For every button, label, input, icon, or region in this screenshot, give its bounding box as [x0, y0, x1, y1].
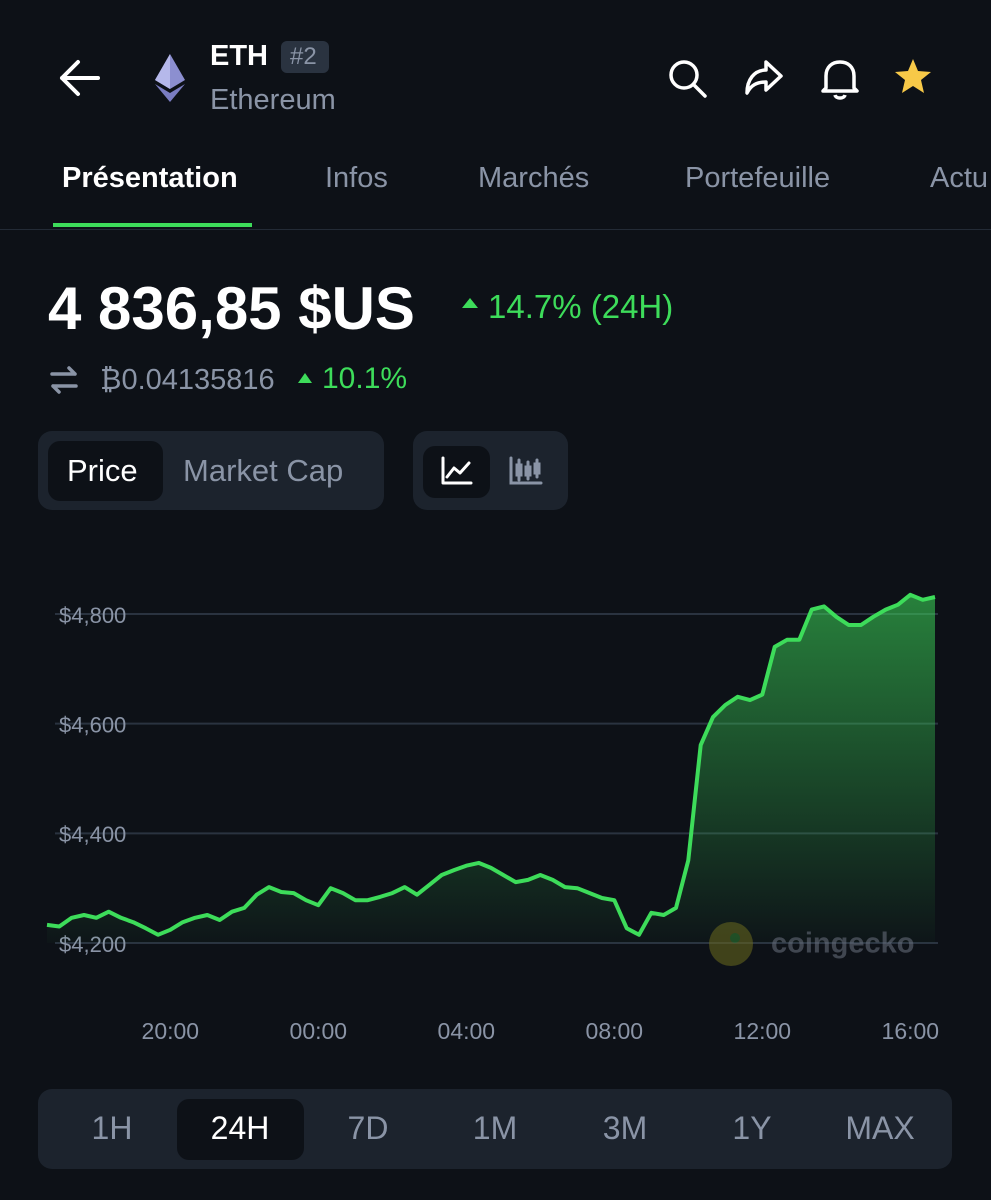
back-button[interactable]	[60, 60, 100, 96]
watermark: coingecko	[709, 922, 914, 966]
price: 4 836,85 $US	[48, 275, 415, 342]
period-option[interactable]: MAX	[845, 1110, 915, 1146]
period-option[interactable]: 7D	[347, 1110, 389, 1146]
favorite-button[interactable]	[895, 59, 931, 93]
watermark-text: coingecko	[771, 928, 914, 960]
active-tab-indicator	[53, 223, 252, 227]
toggle-option[interactable]: Market Cap	[183, 453, 344, 488]
period-option[interactable]: 1Y	[732, 1110, 772, 1146]
price-change: 14.7% (24H)	[488, 288, 674, 325]
toggle-option[interactable]: Price	[67, 453, 138, 488]
rank-badge	[281, 41, 329, 73]
period-option[interactable]: 1H	[91, 1110, 133, 1146]
y-tick-label: $4,800	[59, 603, 126, 628]
btc-change: 10.1%	[322, 362, 408, 395]
area	[47, 594, 935, 943]
watermark-logo-eye	[730, 933, 740, 943]
tab[interactable]: Portefeuille	[685, 162, 831, 194]
x-tick-label: 08:00	[586, 1018, 644, 1044]
alert-button[interactable]	[821, 60, 859, 100]
tab[interactable]: Présentation	[62, 162, 238, 194]
x-tick-label: 00:00	[290, 1018, 348, 1044]
tab[interactable]: Marchés	[478, 162, 590, 194]
active-pill	[177, 1099, 304, 1160]
up-arrow	[462, 298, 478, 308]
x-tick-label: 04:00	[438, 1018, 496, 1044]
coin-symbol: ETH	[210, 40, 268, 72]
tab[interactable]: Infos	[325, 162, 388, 194]
period-option[interactable]: 24H	[210, 1110, 270, 1146]
header-icons	[0, 41, 991, 230]
swap-icon	[50, 366, 78, 394]
y-tick-label: $4,400	[59, 822, 126, 847]
active-pill	[48, 441, 163, 501]
search-button[interactable]	[669, 60, 707, 98]
tab[interactable]: Actu	[930, 162, 989, 194]
candle-chart-button[interactable]	[508, 455, 544, 487]
line-chart-button[interactable]	[440, 455, 474, 487]
y-tick-label: $4,600	[59, 712, 126, 737]
x-tick-label: 16:00	[882, 1018, 940, 1044]
up-arrow	[298, 373, 312, 383]
period-option[interactable]: 3M	[602, 1110, 648, 1146]
period-option[interactable]: 1M	[472, 1110, 518, 1146]
x-tick-label: 20:00	[142, 1018, 200, 1044]
coin-rank: #2	[290, 43, 317, 70]
price-line	[46, 592, 936, 937]
watermark-logo	[709, 922, 753, 966]
eth-logo	[155, 54, 185, 102]
tab-divider	[0, 229, 991, 230]
share-button[interactable]	[745, 60, 783, 95]
btc-price: ₿0.04135816	[100, 364, 275, 396]
coin-name: Ethereum	[210, 84, 336, 116]
x-tick-label: 12:00	[734, 1018, 792, 1044]
